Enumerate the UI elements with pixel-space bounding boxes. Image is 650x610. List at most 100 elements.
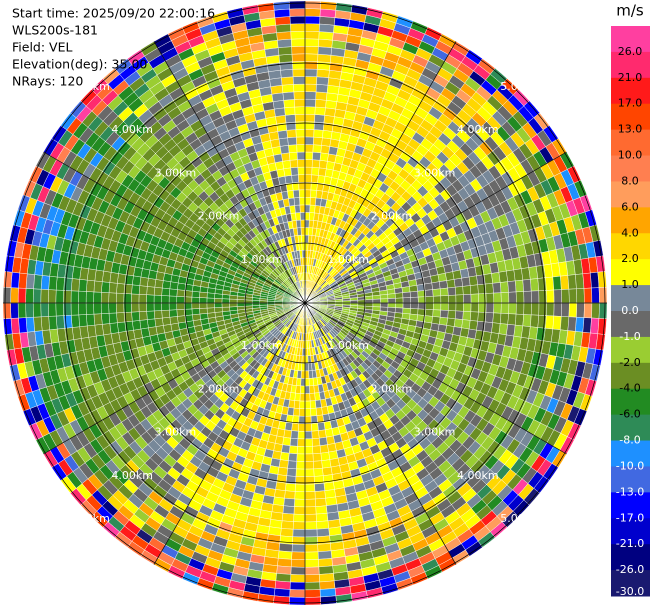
radar-bin [314, 482, 325, 492]
radar-bin [300, 385, 306, 394]
radar-bin [289, 8, 306, 17]
radar-bin [598, 302, 608, 320]
radar-bin [380, 298, 389, 304]
radar-bin [146, 302, 155, 312]
radar-bin [162, 280, 172, 290]
radar-bin [324, 428, 334, 438]
radar-bin [304, 61, 318, 70]
colorbar-tick-label: -8.0 [619, 434, 640, 447]
radar-bin [313, 129, 324, 139]
radar-bin [552, 275, 562, 291]
radar-bin [591, 302, 600, 319]
radar-bin [292, 61, 306, 70]
radar-bin [3, 318, 13, 335]
radar-bin [395, 302, 404, 309]
radar-bin [292, 528, 306, 538]
radar-bin [291, 53, 306, 62]
radar-bin [402, 291, 411, 299]
radar-bin [304, 30, 320, 40]
radar-bin [280, 69, 294, 78]
radar-bin [33, 274, 43, 290]
radar-bin [387, 302, 396, 308]
radar-bin [290, 30, 306, 40]
range-label: 4.00km [111, 123, 153, 136]
radar-bin [514, 279, 524, 293]
radar-bin [138, 311, 148, 321]
radar-bin [317, 422, 326, 431]
radar-bin [71, 314, 80, 328]
radar-bin [300, 212, 306, 221]
radar-bin [304, 76, 318, 85]
radar-bin [281, 84, 295, 94]
radar-bin [2, 286, 12, 304]
radar-bin [401, 286, 411, 293]
radar-bin [560, 275, 570, 290]
radar-bin [221, 306, 231, 312]
radar-bin [448, 302, 457, 312]
radar-bin [292, 536, 306, 545]
radar-bin [311, 422, 319, 432]
radar-bin [583, 302, 593, 319]
radar-bin [277, 38, 292, 48]
radar-bin [40, 275, 50, 290]
radar-bin [292, 521, 306, 530]
radar-bin [537, 277, 547, 292]
radar-bin [447, 286, 457, 296]
radar-bin [281, 512, 295, 522]
radar-bin [294, 483, 306, 493]
header-line: Elevation(deg): 35.00 [12, 57, 147, 72]
radar-bin [168, 295, 178, 304]
radar-bin [290, 574, 306, 583]
radar-bin [545, 276, 555, 291]
radar-bin [10, 287, 19, 304]
radar-bin [310, 189, 318, 199]
radar-bin [507, 313, 517, 326]
radar-bin [468, 320, 478, 331]
radar-bin [85, 302, 95, 315]
radar-bin [276, 31, 292, 41]
radar-bin [100, 292, 110, 304]
radar-bin [304, 159, 313, 168]
radar-bin [410, 302, 419, 310]
radar-bin [387, 298, 396, 304]
radar-bin [55, 315, 65, 330]
radar-bin [402, 307, 411, 315]
radar-bin [453, 318, 463, 329]
radar-bin [191, 296, 200, 304]
radar-bin [153, 286, 163, 296]
radar-bin [500, 302, 510, 314]
radar-bin [309, 385, 315, 394]
radar-bin [591, 287, 600, 304]
radar-bin [86, 279, 96, 293]
radar-bin [309, 197, 317, 206]
range-label: 1.00km [327, 253, 369, 266]
radar-bin [304, 106, 316, 115]
radar-bin [515, 302, 525, 315]
radar-bin [290, 38, 306, 47]
radar-bin [304, 393, 311, 402]
radar-bin [40, 316, 50, 331]
radar-bin [207, 312, 216, 319]
radar-bin [291, 422, 299, 432]
radar-bin [546, 289, 555, 304]
radar-bin [315, 91, 328, 101]
radar-bin [304, 114, 316, 123]
radar-bin [508, 302, 517, 315]
radar-bin [313, 467, 324, 477]
radar-bin [300, 219, 306, 228]
radar-bin [25, 273, 35, 290]
radar-bin [273, 8, 291, 18]
radar-bin [582, 317, 592, 334]
radar-bin [304, 227, 310, 236]
radar-bin [372, 298, 381, 304]
radar-bin [304, 136, 314, 145]
radar-bin [320, 451, 331, 461]
radar-bin [365, 299, 374, 304]
radar-bin [290, 23, 306, 32]
radar-bin [316, 535, 331, 545]
radar-bin [304, 521, 318, 530]
radar-bin [319, 444, 329, 454]
radar-bin [292, 407, 300, 417]
radar-bin [273, 588, 291, 598]
radar-bin [295, 129, 306, 138]
